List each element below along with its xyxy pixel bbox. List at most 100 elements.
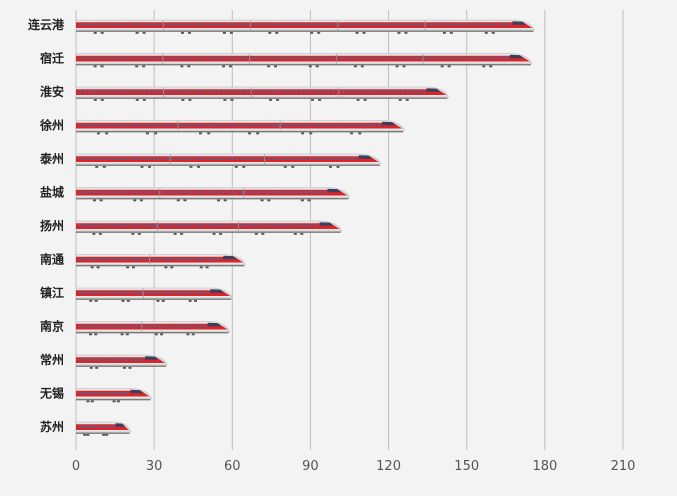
train-wheel (142, 32, 146, 34)
train-wheel (397, 32, 401, 34)
train-wheel (93, 65, 97, 68)
train-wheel (363, 99, 367, 101)
category-label: 泰州 (39, 151, 64, 166)
train-wheel (173, 233, 177, 235)
train-wheel (482, 65, 486, 68)
train-wheel (309, 132, 313, 135)
train-wheel (131, 233, 135, 235)
train-wheel (300, 233, 304, 235)
train-windshield (319, 222, 334, 226)
train-wheel (276, 99, 280, 101)
train-wheel (187, 32, 191, 34)
category-label: 宿迁 (40, 51, 64, 66)
train-wheel (242, 166, 246, 168)
category-label: 常州 (40, 352, 64, 367)
train-wheel (105, 132, 109, 135)
train-wheel (100, 99, 104, 101)
train-wheel (205, 266, 209, 269)
x-tick-label: 0 (72, 459, 80, 474)
train-wheel (180, 65, 184, 68)
train-wheel (102, 166, 106, 168)
bar (75, 220, 343, 235)
x-tick-label: 150 (454, 459, 479, 474)
train-wheel (223, 99, 227, 101)
train-wheel (274, 65, 278, 68)
train-wheel (95, 367, 99, 369)
train-wheel (228, 65, 232, 68)
train-wheel (89, 300, 93, 302)
category-label: 苏州 (40, 419, 64, 434)
train-wheel (404, 32, 408, 34)
train-wheel (260, 199, 264, 202)
train-wheel (358, 132, 362, 135)
train-wheel (121, 300, 125, 302)
train-wheel (180, 233, 184, 235)
train-wheel (93, 32, 97, 34)
train-wheel (92, 233, 96, 235)
train-wheel (405, 99, 409, 101)
train-wheel (96, 132, 100, 135)
train-wheel (95, 166, 99, 168)
category-label: 徐州 (39, 118, 64, 133)
train-wheel (267, 199, 271, 202)
train-wheel (194, 300, 198, 302)
train-wheel (142, 65, 146, 68)
train-wheel (269, 99, 273, 101)
train-wheel (160, 333, 164, 336)
train-wheel (199, 266, 203, 269)
train-wheel (355, 32, 359, 34)
train-wheel (125, 333, 129, 336)
bar (75, 321, 231, 336)
train-wheel (318, 99, 322, 101)
train-wheel (145, 132, 149, 135)
train-wheel (310, 32, 314, 34)
train-wheel (212, 233, 216, 235)
train-wheel (154, 333, 158, 336)
train-wheel (291, 166, 295, 168)
train-windshield (358, 155, 373, 159)
train-wheel (89, 367, 93, 369)
train-wheel (112, 400, 116, 403)
bar (75, 254, 246, 269)
train-wheel (230, 99, 234, 101)
train-wheel (140, 166, 144, 168)
train-wheel (199, 132, 203, 135)
train-wheel (223, 199, 227, 202)
train-wheel (300, 199, 304, 202)
train-wheel (234, 166, 238, 168)
train-wheel (336, 166, 340, 168)
train-wheel (207, 132, 211, 135)
category-label: 镇江 (40, 285, 64, 300)
train-wheel (402, 65, 406, 68)
train-wheel (356, 99, 360, 101)
bar (75, 53, 533, 68)
train-wheel (137, 233, 141, 235)
category-label: 南京 (40, 319, 64, 334)
train-wheel (170, 266, 174, 269)
train-wheel (353, 65, 357, 68)
x-tick-label: 120 (376, 459, 401, 474)
train-wheel (350, 132, 354, 135)
train-wheel (98, 233, 102, 235)
train-wheel (261, 233, 265, 235)
train-wheel (83, 434, 87, 436)
train-wheel (484, 32, 488, 34)
x-tick-label: 30 (146, 459, 163, 474)
train-windshield (130, 389, 144, 394)
train-wheel (86, 434, 90, 436)
train-wheel (181, 99, 185, 101)
train-wheel (268, 32, 272, 34)
train-windshield (115, 423, 125, 427)
train-wheel (362, 32, 366, 34)
train-wheel (360, 65, 364, 68)
train-wheel (311, 99, 315, 101)
train-wheel (491, 32, 495, 34)
train-wheel (191, 333, 195, 336)
train-wheel (256, 132, 260, 135)
train-windshield (509, 54, 524, 59)
train-wheel (135, 65, 139, 68)
train-wheel (217, 199, 221, 202)
train-windshield (223, 255, 237, 260)
train-wheel (100, 32, 104, 34)
